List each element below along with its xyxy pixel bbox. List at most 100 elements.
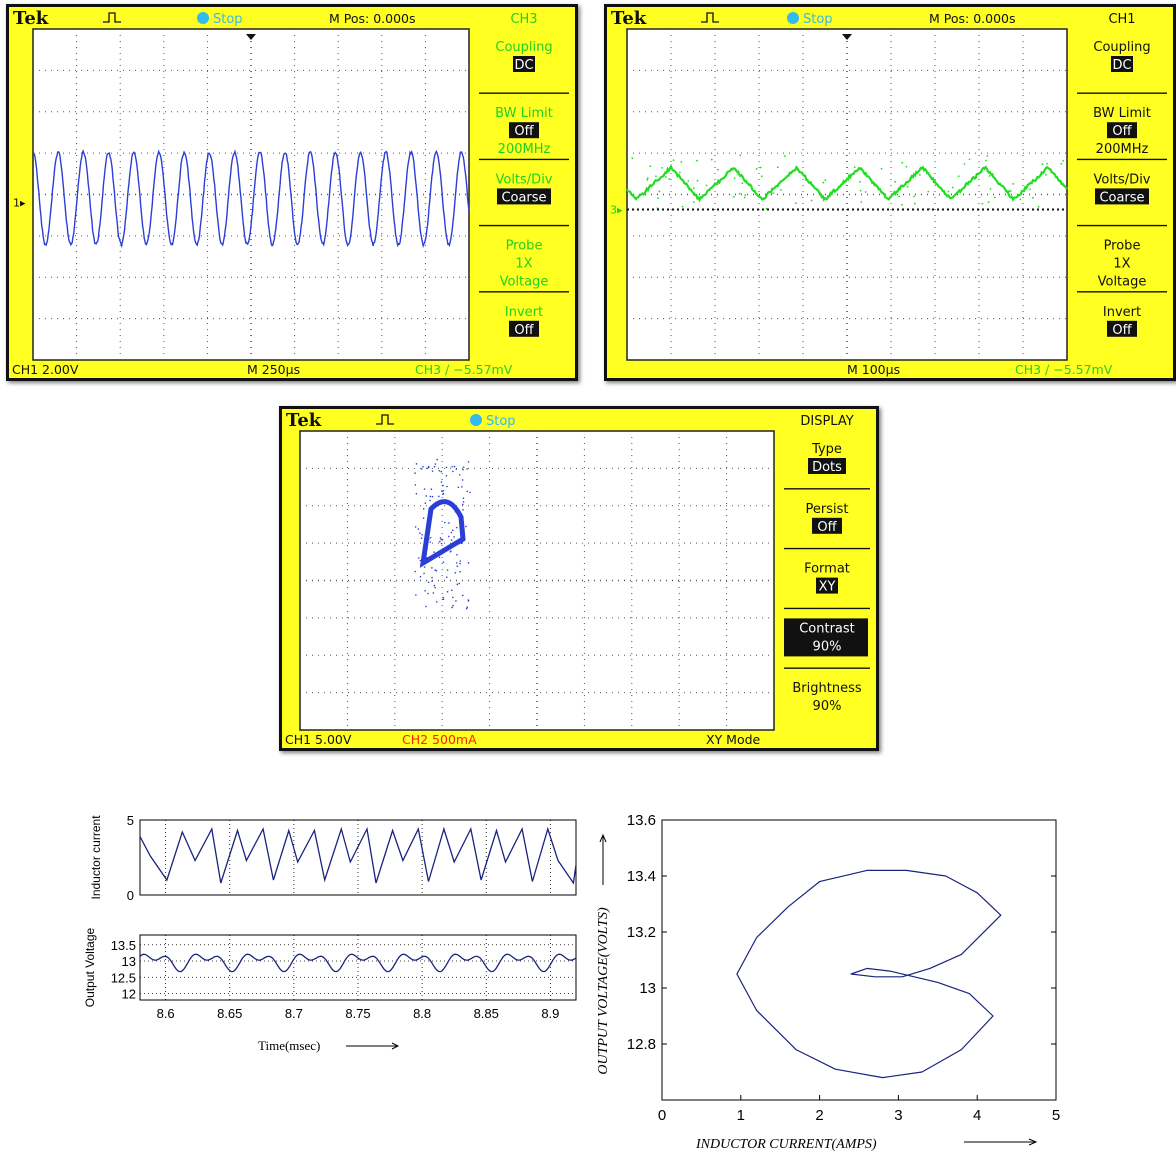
xy-dot xyxy=(443,501,445,503)
xy-dot xyxy=(436,570,438,572)
xy-dot xyxy=(458,583,460,585)
noise-dot xyxy=(1038,206,1040,208)
xy-dot xyxy=(462,595,464,597)
menu-item-extra: 200MHz xyxy=(1096,142,1149,157)
menu-item-value: 1X xyxy=(515,257,532,272)
xy-dot xyxy=(433,592,435,594)
noise-dot xyxy=(860,190,862,192)
m-pos-readout: M Pos: 0.000s xyxy=(329,11,416,26)
menu-item-label: BW Limit xyxy=(495,106,553,121)
trigger-readout: CH3 ∕ −5.57mV xyxy=(415,362,513,377)
menu-title: CH3 xyxy=(510,12,537,27)
xy-dot xyxy=(468,461,470,463)
phase-series xyxy=(737,870,1001,1077)
xy-dot xyxy=(420,560,422,562)
menu-item-label: Invert xyxy=(505,305,543,320)
menu-item-extra: Voltage xyxy=(500,275,549,290)
noise-dot xyxy=(1010,190,1012,192)
xy-dot xyxy=(423,508,425,510)
xy-dot xyxy=(443,493,445,495)
xy-dot xyxy=(434,466,436,468)
menu-item-value: Coarse xyxy=(1099,190,1144,205)
x-tick-label: 5 xyxy=(1052,1107,1060,1124)
menu-item-value: DC xyxy=(514,58,533,73)
xy-dot xyxy=(458,543,460,545)
xy-dot xyxy=(459,571,461,573)
y-tick-label: 13 xyxy=(122,954,136,969)
xy-dot xyxy=(441,543,443,545)
noise-dot xyxy=(661,167,663,169)
noise-dot xyxy=(706,185,708,187)
noise-dot xyxy=(737,173,739,175)
xy-dot xyxy=(468,562,470,564)
x-tick-label: 8.8 xyxy=(413,1006,431,1021)
noise-dot xyxy=(906,166,908,168)
noise-dot xyxy=(739,155,741,157)
x-axis-arrow xyxy=(346,1043,398,1049)
graticule-area xyxy=(33,29,469,360)
xy-dot xyxy=(460,532,462,534)
noise-dot xyxy=(744,180,746,182)
xy-dot xyxy=(443,561,445,563)
xy-dot xyxy=(446,475,448,477)
noise-dot xyxy=(952,187,954,189)
x-tick-label: 8.6 xyxy=(157,1006,175,1021)
noise-dot xyxy=(795,202,797,204)
xy-dot xyxy=(446,576,448,578)
noise-dot xyxy=(1012,183,1014,185)
trigger-readout: CH3 ∕ −5.57mV xyxy=(1015,362,1113,377)
run-state-icon xyxy=(787,12,799,24)
timebase-readout: M 100µs xyxy=(847,362,900,377)
noise-dot xyxy=(665,176,667,178)
xy-dot xyxy=(462,469,464,471)
trigger-icon xyxy=(701,13,719,22)
noise-dot xyxy=(1062,160,1064,162)
menu-item-value: 1X xyxy=(1113,257,1130,272)
menu-item-value: Off xyxy=(1112,323,1132,338)
ch1-scale: CH1 5.00V xyxy=(285,732,352,747)
xy-dot xyxy=(454,466,456,468)
trigger-icon xyxy=(376,415,394,424)
xy-dot xyxy=(415,594,417,596)
xy-dot xyxy=(459,560,461,562)
xy-dot xyxy=(443,550,445,552)
y-tick-label: 0 xyxy=(127,888,134,903)
noise-dot xyxy=(649,165,651,167)
menu-item-label: Volts/Div xyxy=(495,172,552,187)
xy-dot xyxy=(456,562,458,564)
xy-dot xyxy=(465,526,467,528)
xy-dot xyxy=(463,497,465,499)
menu-title: CH1 xyxy=(1108,12,1135,27)
noise-dot xyxy=(969,159,971,161)
noise-dot xyxy=(811,200,813,202)
xy-dot xyxy=(446,486,448,488)
xy-dot xyxy=(431,567,433,569)
xy-dot xyxy=(461,542,463,544)
xy-dot xyxy=(424,590,426,592)
scope-3-graphic: Tek Stop DISPLAYTypeDotsPersistOffFormatXY… xyxy=(282,409,876,748)
xy-dot xyxy=(418,557,420,559)
xy-dot xyxy=(448,536,450,538)
y-tick-label: 12 xyxy=(122,987,136,1002)
x-tick-label: 8.75 xyxy=(345,1006,370,1021)
menu-item-label: Type xyxy=(811,442,842,457)
noise-dot xyxy=(881,168,883,170)
menu-item-value: Coarse xyxy=(501,190,546,205)
xy-dot xyxy=(433,551,435,553)
noise-dot xyxy=(824,179,826,181)
x-axis-label: Time(msec) xyxy=(258,1038,320,1053)
noise-dot xyxy=(799,172,801,174)
noise-dot xyxy=(994,196,996,198)
x-tick-label: 0 xyxy=(658,1107,666,1124)
xy-dot xyxy=(451,607,453,609)
noise-dot xyxy=(681,161,683,163)
xy-dot xyxy=(439,556,441,558)
noise-dot xyxy=(914,203,916,205)
menu-item-value: XY xyxy=(819,580,836,595)
x-tick-label: 3 xyxy=(894,1107,902,1124)
menu-item-label: Invert xyxy=(1103,305,1141,320)
noise-dot xyxy=(673,159,675,161)
noise-dot xyxy=(1045,174,1047,176)
xy-dot xyxy=(450,551,452,553)
noise-dot xyxy=(881,192,883,194)
